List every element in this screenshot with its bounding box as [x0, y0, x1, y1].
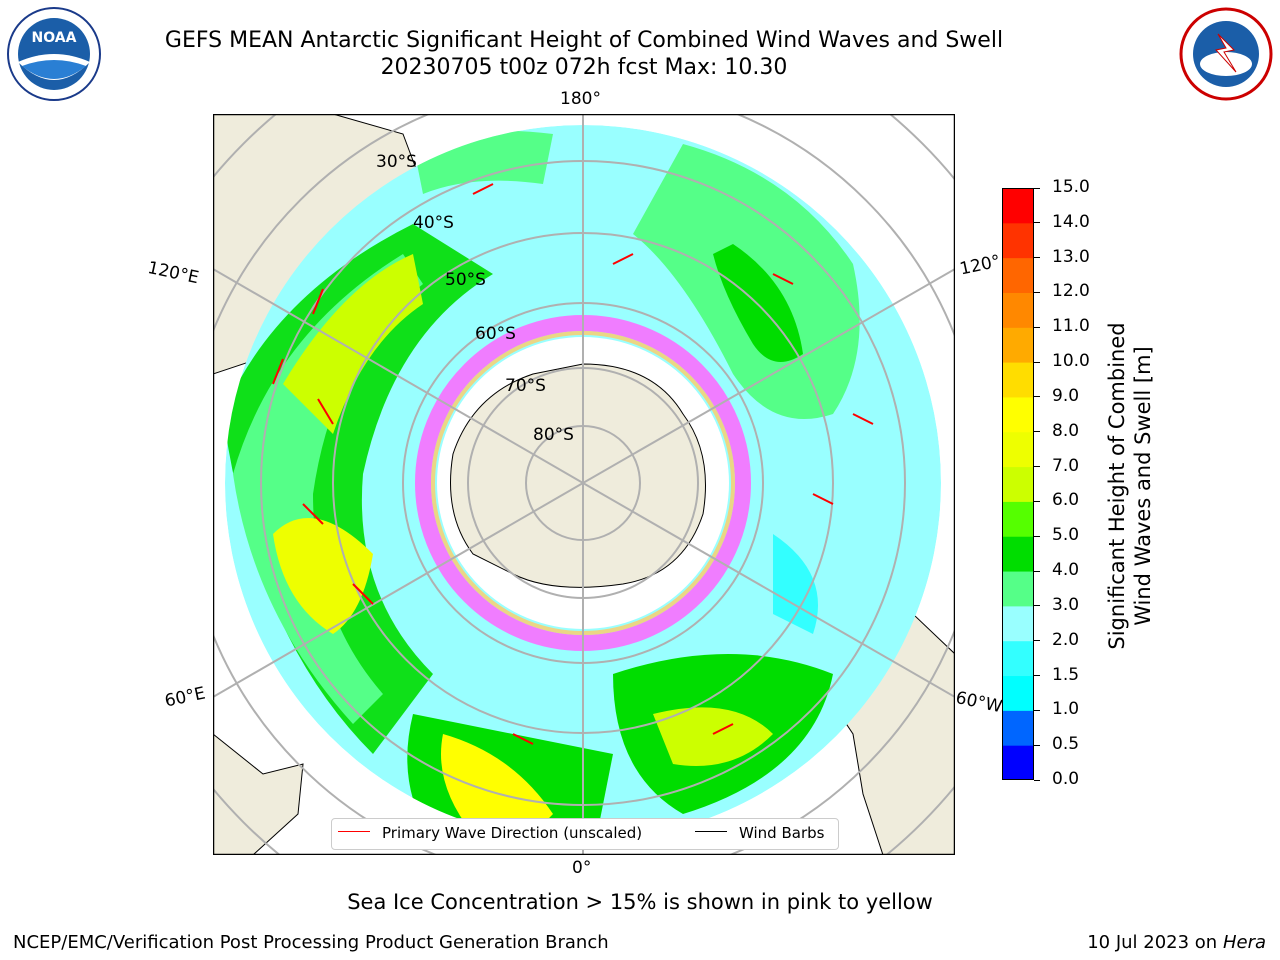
colorbar-band: [1002, 605, 1034, 642]
chart-subtitle: 20230705 t00z 072h fcst Max: 10.30: [380, 55, 788, 80]
colorbar-tick-label: 11.0: [1052, 316, 1090, 337]
colorbar-tick-mark: [1034, 326, 1040, 328]
primary-wave-arrows: [272, 183, 874, 745]
noaa-logo-text: NOAA: [32, 30, 77, 46]
noaa-logo: NOAA: [6, 6, 102, 102]
colorbar-tick-label: 0.5: [1052, 734, 1080, 755]
colorbar-tick-label: 13.0: [1052, 246, 1090, 267]
lon-label-60w: 60°W: [953, 688, 1004, 718]
footer-host: Hera: [1222, 932, 1266, 953]
chart-title: GEFS MEAN Antarctic Significant Height o…: [164, 28, 1004, 53]
colorbar-tick-label: 12.0: [1052, 281, 1090, 302]
colorbar-tick-mark: [1034, 675, 1040, 677]
colorbar-band: [1002, 292, 1034, 328]
colorbar-tick-label: 4.0: [1052, 560, 1080, 581]
colorbar-tick-label: 15.0: [1052, 177, 1090, 197]
colorbar-band: [1002, 222, 1034, 259]
lon-label-0: 0°: [572, 858, 592, 878]
colorbar-tick-label: 8.0: [1052, 420, 1080, 441]
colorbar-tick-mark: [1034, 744, 1040, 746]
colorbar-tick-label: 2.0: [1052, 629, 1080, 650]
colorbar-tick-mark: [1034, 291, 1040, 293]
colorbar-tick-mark: [1034, 535, 1040, 537]
lat-label-40s: 40°S: [413, 213, 454, 233]
colorbar-band: [1002, 431, 1034, 468]
colorbar-band: [1002, 571, 1034, 607]
colorbar-band: [1002, 466, 1034, 502]
colorbar-tick-mark: [1034, 570, 1040, 572]
polar-map: [213, 114, 955, 855]
colorbar-tick-mark: [1034, 361, 1040, 363]
colorbar-tick-label: 1.5: [1052, 664, 1080, 685]
sea-ice-caption: Sea Ice Concentration > 15% is shown in …: [347, 890, 933, 914]
colorbar-tick-label: 14.0: [1052, 211, 1090, 232]
colorbar-tick-label: 0.0: [1052, 769, 1080, 789]
colorbar-label-line2: Wind Waves and Swell [m]: [1131, 346, 1155, 626]
footer-right: 10 Jul 2023 on Hera: [1087, 932, 1266, 953]
colorbar-label-line1: Significant Height of Combined: [1105, 322, 1129, 650]
africa-landmass: [213, 733, 304, 855]
wind-barbs-legend-label: Wind Barbs: [739, 824, 825, 842]
colorbar-tick-mark: [1034, 779, 1040, 781]
colorbar-tick-mark: [1034, 257, 1040, 259]
colorbar-band: [1002, 362, 1034, 398]
colorbar-tick-mark: [1034, 466, 1040, 468]
antarctica-landmass: [450, 363, 706, 588]
colorbar-band: [1002, 396, 1034, 433]
primary-wave-swatch: [338, 831, 370, 832]
lat-label-30s: 30°S: [376, 152, 417, 172]
primary-wave-legend-label: Primary Wave Direction (unscaled): [382, 824, 643, 842]
colorbar-band: [1002, 745, 1034, 781]
colorbar-tick-mark: [1034, 396, 1040, 398]
colorbar-tick-label: 5.0: [1052, 525, 1080, 546]
colorbar-tick-mark: [1034, 500, 1040, 502]
nws-logo: [1176, 6, 1276, 102]
colorbar-tick-label: 3.0: [1052, 594, 1080, 615]
footer-date: 10 Jul 2023 on: [1087, 932, 1223, 953]
wind-barbs-swatch: [695, 831, 727, 832]
colorbar-tick-mark: [1034, 605, 1040, 607]
colorbar-tick-label: 1.0: [1052, 699, 1080, 720]
map-legend: Primary Wave Direction (unscaled) Wind B…: [331, 818, 839, 850]
lat-label-60s: 60°S: [475, 324, 516, 344]
lon-label-60e: 60°E: [163, 683, 208, 712]
colorbar-band: [1002, 188, 1034, 224]
colorbar-band: [1002, 710, 1034, 746]
colorbar-tick-mark: [1034, 709, 1040, 711]
lon-label-120e: 120°E: [145, 258, 201, 289]
lon-label-120w: 120°: [958, 251, 1003, 280]
colorbar-band: [1002, 501, 1034, 537]
lon-label-180: 180°: [560, 89, 601, 109]
colorbar-tick-mark: [1034, 187, 1040, 189]
colorbar-band: [1002, 675, 1034, 711]
colorbar-tick-mark: [1034, 431, 1040, 433]
colorbar-band: [1002, 536, 1034, 572]
colorbar-tick-label: 7.0: [1052, 455, 1080, 476]
colorbar-band: [1002, 257, 1034, 293]
colorbar-tick-mark: [1034, 222, 1040, 224]
colorbar-tick-label: 6.0: [1052, 490, 1080, 511]
colorbar-tick-label: 9.0: [1052, 385, 1080, 406]
colorbar-band: [1002, 327, 1034, 363]
lat-label-80s: 80°S: [533, 425, 574, 445]
colorbar: [1002, 188, 1034, 781]
lat-label-50s: 50°S: [445, 270, 486, 290]
colorbar-tick-mark: [1034, 640, 1040, 642]
footer-left: NCEP/EMC/Verification Post Processing Pr…: [13, 932, 609, 953]
colorbar-band: [1002, 640, 1034, 677]
lat-label-70s: 70°S: [505, 376, 546, 396]
colorbar-tick-label: 10.0: [1052, 351, 1090, 372]
